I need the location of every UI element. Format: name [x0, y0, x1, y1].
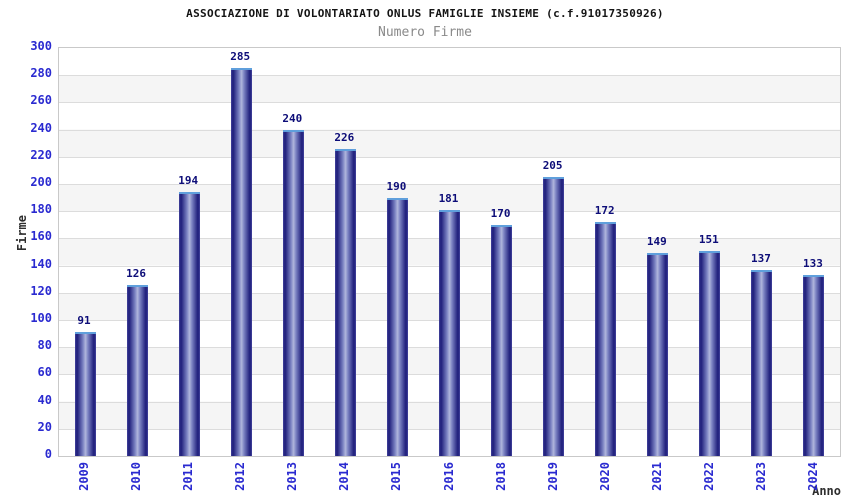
grid-line	[59, 75, 840, 77]
bar-value-label: 190	[386, 179, 407, 193]
bar-value-label: 172	[594, 204, 615, 218]
y-tick-label: 200	[30, 175, 52, 189]
bar	[74, 332, 96, 456]
x-tick-label: 2011	[181, 462, 195, 495]
x-tick-label-text: 2010	[129, 462, 144, 491]
bar	[282, 129, 304, 456]
x-tick-label-text: 2013	[285, 462, 300, 491]
bar	[595, 222, 617, 456]
y-tick-label: 40	[37, 392, 52, 407]
y-tick-label: 140	[30, 256, 52, 271]
bar-value-label: 170	[490, 206, 511, 220]
x-tick-label: 2010	[129, 462, 143, 495]
bar-value-label: 226	[334, 130, 355, 144]
x-tick-label: 2019	[546, 462, 560, 495]
chart-title: ASSOCIAZIONE DI VOLONTARIATO ONLUS FAMIG…	[186, 7, 664, 20]
y-tick-label: 160	[30, 229, 52, 244]
x-tick-label: 2012	[233, 462, 247, 495]
y-tick-label: 220	[30, 147, 52, 162]
bar-value-label: 240	[282, 111, 303, 125]
y-tick-label: 100	[30, 311, 52, 325]
x-tick-label: 2009	[77, 462, 91, 495]
bar	[543, 177, 565, 456]
bar	[230, 68, 252, 456]
x-tick-label: 2018	[494, 462, 508, 495]
bar	[439, 209, 460, 456]
y-tick-label: 0	[44, 447, 52, 461]
x-tick-label-text: 2020	[597, 462, 612, 491]
bar-value-label: 133	[803, 257, 823, 271]
bar	[699, 250, 721, 456]
bar-value-label: 149	[646, 235, 667, 249]
chart-subtitle: Numero Firme	[378, 25, 472, 40]
x-tick-label-text: 2018	[493, 462, 508, 491]
grid-line	[59, 129, 840, 131]
x-tick-label-text: 2009	[77, 462, 92, 491]
y-tick-label: 20	[37, 419, 52, 434]
x-tick-label-text: 2023	[753, 462, 768, 491]
x-axis-title: Anno	[812, 484, 841, 498]
bar-value-label: 285	[230, 50, 251, 64]
y-tick-label: 280	[30, 66, 52, 81]
y-tick-label: 240	[30, 120, 52, 135]
x-tick-label-text: 2022	[701, 462, 716, 491]
plot-area	[58, 47, 841, 457]
bar-value-label: 137	[750, 251, 771, 265]
y-tick-label: 80	[37, 338, 52, 353]
y-tick-label: 60	[37, 365, 52, 380]
y-tick-label: 260	[30, 93, 52, 108]
x-tick-label-text: 2014	[337, 462, 352, 491]
x-tick-label-text: 2024	[805, 462, 820, 491]
grid-line	[59, 184, 840, 185]
bar	[491, 224, 513, 456]
x-tick-label-text: 2012	[233, 462, 248, 491]
x-tick-label: 2024	[806, 462, 820, 495]
x-tick-label: 2022	[702, 462, 716, 495]
y-tick-label: 180	[30, 202, 52, 217]
bar-value-label: 151	[698, 232, 719, 246]
x-tick-label: 2023	[754, 462, 768, 495]
bar	[386, 197, 408, 456]
bar	[647, 253, 669, 456]
bar	[751, 269, 773, 456]
bar	[126, 284, 148, 456]
grid-line	[59, 156, 840, 158]
x-tick-label: 2014	[337, 462, 351, 495]
x-tick-label-text: 2019	[545, 462, 560, 491]
bar-value-label: 91	[77, 314, 91, 328]
x-tick-label-text: 2021	[649, 462, 664, 491]
y-tick-label: 120	[30, 283, 52, 298]
bar-value-label: 194	[178, 174, 199, 188]
x-tick-label: 2021	[650, 462, 664, 495]
x-tick-label-text: 2011	[181, 462, 196, 491]
bar-value-label: 181	[438, 191, 459, 205]
bar	[334, 148, 356, 456]
x-tick-label: 2015	[389, 462, 403, 495]
x-tick-label: 2020	[598, 462, 612, 495]
x-tick-label: 2016	[442, 462, 456, 495]
bar-value-label: 205	[542, 159, 563, 173]
x-tick-label: 2013	[285, 462, 299, 495]
grid-line	[59, 102, 840, 104]
bar	[803, 275, 825, 456]
x-tick-label-text: 2016	[441, 462, 456, 491]
bar-value-label: 126	[126, 266, 147, 280]
bar	[178, 192, 200, 456]
y-tick-label: 300	[30, 39, 52, 53]
x-tick-label-text: 2015	[389, 462, 404, 491]
